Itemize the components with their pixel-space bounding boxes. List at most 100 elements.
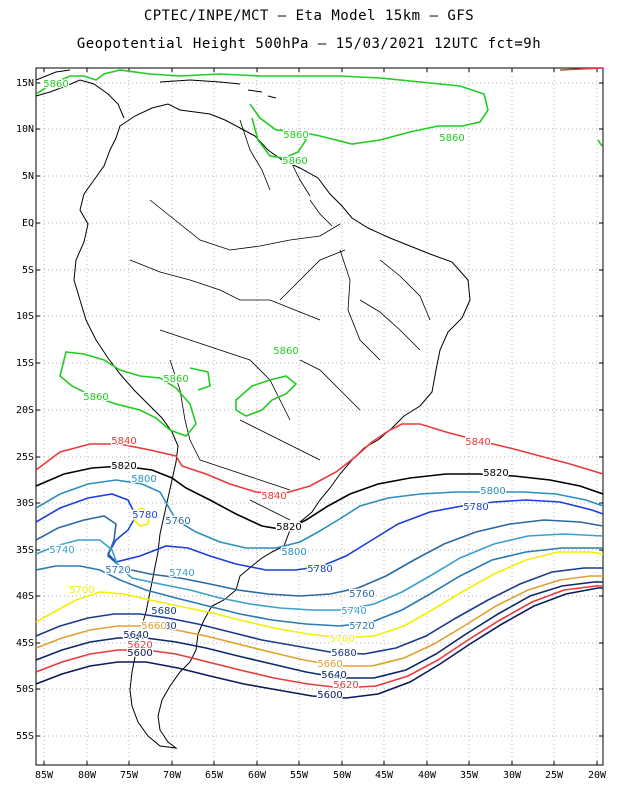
border-path <box>359 299 421 351</box>
contour-5720 <box>36 547 603 627</box>
country-borders <box>129 119 431 521</box>
lat-label: 5S <box>22 265 34 276</box>
lon-label: 45W <box>375 770 394 781</box>
contour-label: 5620 <box>127 640 152 651</box>
contour-5860 <box>597 139 603 147</box>
contour-label: 5720 <box>349 621 374 632</box>
border-path <box>279 249 346 301</box>
lat-label: EQ <box>22 218 34 229</box>
coast-path <box>36 69 71 81</box>
contour-5680 <box>36 567 603 655</box>
contour-5640 <box>36 581 603 679</box>
contour-5820 <box>36 465 603 531</box>
contour-5740 <box>36 533 603 611</box>
contour-label: 5680 <box>151 621 176 632</box>
contour-labels: 5860 5860 5860 5860 5860 5860 5860 5840 5840 5840… <box>42 78 510 703</box>
contour-label: 5800 <box>131 474 156 485</box>
contour-label: 5860 <box>282 156 307 167</box>
border-path <box>159 329 291 421</box>
contour-label: 5840 <box>111 436 136 447</box>
contour-5860 <box>59 351 197 437</box>
lat-label: 10S <box>16 311 34 322</box>
border-path <box>199 459 291 491</box>
contour-label: 5600 <box>127 648 152 659</box>
contour-5800 <box>36 479 603 549</box>
lat-label: 35S <box>16 545 34 556</box>
contour-label: 5860 <box>283 130 308 141</box>
contour-label: 5780 <box>463 502 488 513</box>
lon-label: 30W <box>503 770 522 781</box>
contour-label: 5640 <box>123 630 148 641</box>
lat-label: 15S <box>16 358 34 369</box>
coast-path <box>159 79 241 85</box>
border-path <box>299 359 361 411</box>
contour-label: 5860 <box>163 374 188 385</box>
contour-label: 5840 <box>465 437 490 448</box>
lon-label: 20W <box>588 770 607 781</box>
lon-label: 80W <box>78 770 97 781</box>
border-path <box>149 199 341 251</box>
lon-label: 85W <box>35 770 54 781</box>
contour-5620 <box>36 585 603 689</box>
contour-5860 <box>251 117 308 159</box>
contour-label: 5620 <box>333 680 358 691</box>
contour-label: 5720 <box>105 565 130 576</box>
lat-label: 10N <box>16 124 34 135</box>
lon-label: 65W <box>205 770 224 781</box>
contour-label: 5740 <box>49 545 74 556</box>
grid <box>36 68 603 765</box>
coastline <box>36 69 471 749</box>
border-path <box>289 159 311 197</box>
contour-5780 <box>36 493 603 571</box>
lat-label: 20S <box>16 405 34 416</box>
contour-label: 5700 <box>69 585 94 596</box>
lat-label: 55S <box>16 731 34 742</box>
contour-5860 <box>189 367 211 391</box>
contour-label: 5780 <box>132 510 157 521</box>
lon-label: 50W <box>333 770 352 781</box>
contour-label: 5820 <box>483 468 508 479</box>
lat-label: 5N <box>22 171 34 182</box>
contour-label: 5860 <box>439 133 464 144</box>
border-path <box>339 249 381 361</box>
lon-label: 60W <box>248 770 267 781</box>
lon-label: 35W <box>460 770 479 781</box>
map-content: 5860 5860 5860 5860 5860 5860 5860 5840 5840 5840… <box>36 68 603 749</box>
border-path <box>379 259 431 321</box>
contour-label: 5820 <box>111 461 136 472</box>
lat-label: 25S <box>16 452 34 463</box>
contour-label: 5840 <box>261 491 286 502</box>
contour-label: 5660 <box>317 659 342 670</box>
border-path <box>239 119 271 191</box>
coast-path <box>267 95 277 99</box>
contour-5660 <box>36 575 603 667</box>
border-path <box>249 499 291 521</box>
contour-label: 5860 <box>83 392 108 403</box>
contour-5700-closed <box>133 507 151 527</box>
border-path <box>169 359 201 461</box>
lat-label: 45S <box>16 638 34 649</box>
lon-label: 55W <box>290 770 309 781</box>
border-path <box>309 199 333 227</box>
coast-path <box>36 79 125 119</box>
contour-label: 5860 <box>273 346 298 357</box>
contour-label: 5800 <box>281 547 306 558</box>
contour-5840 <box>559 68 603 71</box>
lat-label: 30S <box>16 498 34 509</box>
contour-label: 5860 <box>43 79 68 90</box>
contour-5760 <box>36 515 603 597</box>
lat-label: 40S <box>16 591 34 602</box>
lon-label: 75W <box>120 770 139 781</box>
chart-title-line2: Geopotential Height 500hPa – 15/03/2021 … <box>76 36 542 52</box>
contour-label: 5760 <box>165 516 190 527</box>
map-frame <box>35 67 604 766</box>
contour-5860 <box>36 69 489 145</box>
contour-label: 5600 <box>317 690 342 701</box>
lat-label: 15N <box>16 78 34 89</box>
lon-label: 70W <box>163 770 182 781</box>
contour-label: 5740 <box>169 568 194 579</box>
contour-label: 5680 <box>331 648 356 659</box>
contour-5840 <box>36 423 603 495</box>
lat-label: 50S <box>16 684 34 695</box>
